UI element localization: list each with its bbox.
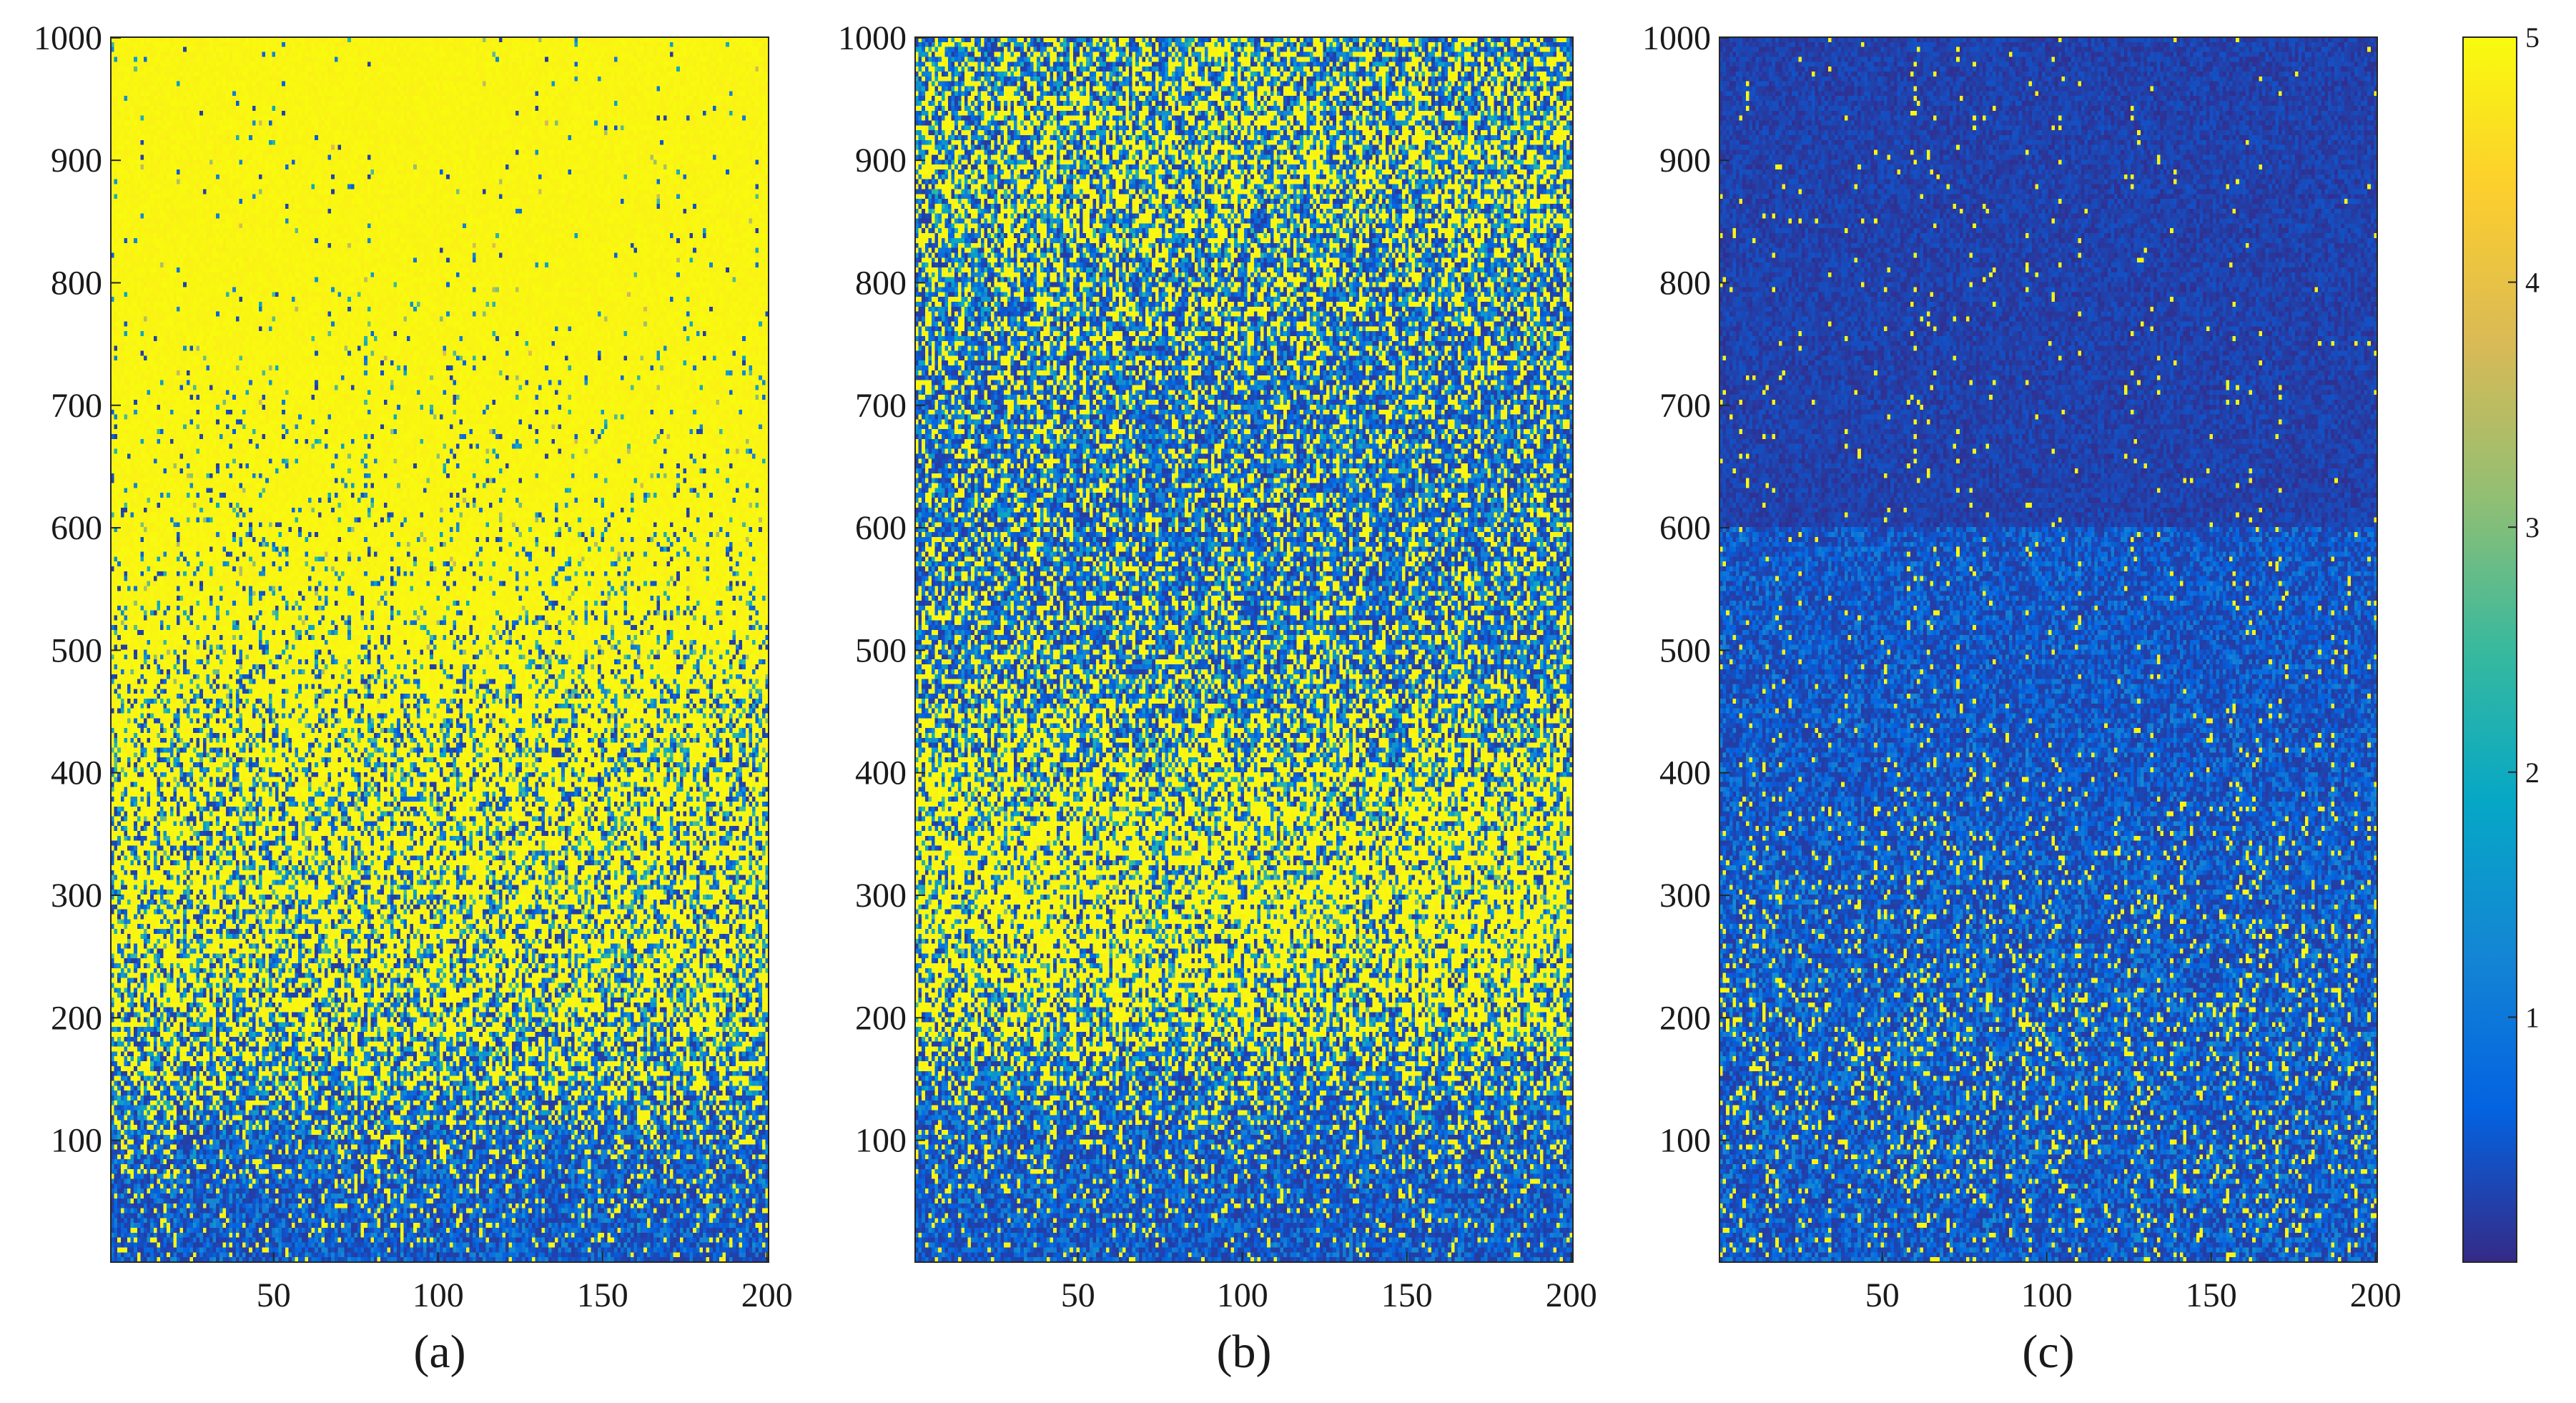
x-tick-label: 150 bbox=[1381, 1276, 1433, 1314]
y-tick-label: 500 bbox=[1659, 631, 1711, 669]
heatmap-image bbox=[1719, 37, 2377, 1262]
y-tick-label: 200 bbox=[1659, 999, 1711, 1037]
colorbar-tick-label: 1 bbox=[2525, 1001, 2540, 1033]
x-tick-label: 50 bbox=[1061, 1276, 1095, 1314]
y-tick-label: 200 bbox=[855, 999, 907, 1037]
y-tick-label: 900 bbox=[51, 142, 102, 179]
y-tick-label: 800 bbox=[1659, 264, 1711, 302]
colorbar-tick-label: 3 bbox=[2525, 511, 2540, 543]
y-tick-label: 300 bbox=[855, 877, 907, 915]
y-tick-label: 400 bbox=[51, 754, 102, 792]
y-tick-label: 100 bbox=[855, 1122, 907, 1160]
y-tick-label: 700 bbox=[1659, 387, 1711, 425]
y-tick-label: 600 bbox=[855, 509, 907, 547]
y-tick-label: 800 bbox=[855, 264, 907, 302]
y-tick-label: 400 bbox=[1659, 754, 1711, 792]
x-tick-label: 100 bbox=[1217, 1276, 1268, 1314]
y-tick-label: 700 bbox=[855, 387, 907, 425]
y-tick-label: 200 bbox=[51, 999, 102, 1037]
y-tick-label: 300 bbox=[1659, 877, 1711, 915]
y-tick-label: 900 bbox=[1659, 142, 1711, 179]
x-tick-label: 50 bbox=[1865, 1276, 1900, 1314]
y-tick-label: 1000 bbox=[34, 19, 102, 57]
x-tick-label: 100 bbox=[413, 1276, 464, 1314]
panel-caption: (b) bbox=[1217, 1326, 1272, 1378]
x-tick-label: 150 bbox=[2186, 1276, 2237, 1314]
colorbar-tick-label: 4 bbox=[2525, 267, 2540, 299]
colorbar-tick-label: 2 bbox=[2525, 757, 2540, 789]
y-tick-label: 500 bbox=[855, 631, 907, 669]
x-tick-label: 200 bbox=[1546, 1276, 1597, 1314]
y-tick-label: 300 bbox=[51, 877, 102, 915]
colorbar-frame bbox=[2462, 36, 2517, 1263]
y-tick-label: 1000 bbox=[838, 19, 907, 57]
y-tick-label: 1000 bbox=[1642, 19, 1711, 57]
colorbar-tick-label: 5 bbox=[2525, 21, 2540, 54]
y-tick-label: 900 bbox=[855, 142, 907, 179]
y-tick-label: 600 bbox=[51, 509, 102, 547]
y-tick-label: 700 bbox=[51, 387, 102, 425]
colorbar: 1 2 3 4 5 bbox=[2462, 21, 2540, 1263]
y-tick-label: 100 bbox=[51, 1122, 102, 1160]
y-tick-label: 100 bbox=[1659, 1122, 1711, 1160]
x-tick-label: 200 bbox=[2350, 1276, 2402, 1314]
y-tick-label: 500 bbox=[51, 631, 102, 669]
heatmap-panel-2: 50 100 150 200 100 200 300 400 500 600 700 800 900 10… bbox=[838, 19, 1597, 1378]
x-tick-label: 50 bbox=[257, 1276, 291, 1314]
colorbar-gradient bbox=[2463, 37, 2517, 1262]
panels: 50 100 150 200 100 200 300 400 500 600 700 800 900 10… bbox=[34, 19, 2402, 1378]
heatmap-image bbox=[111, 37, 769, 1262]
x-tick-label: 200 bbox=[741, 1276, 793, 1314]
heatmap-panel-1: 50 100 150 200 100 200 300 400 500 600 700 800 900 10… bbox=[34, 19, 793, 1378]
y-tick-label: 400 bbox=[855, 754, 907, 792]
x-tick-label: 150 bbox=[577, 1276, 628, 1314]
x-tick-label: 100 bbox=[2021, 1276, 2073, 1314]
heatmap-panel-3: 50 100 150 200 100 200 300 400 500 600 700 800 900 10… bbox=[1642, 19, 2402, 1378]
heatmap-image bbox=[915, 37, 1573, 1262]
panel-caption: (c) bbox=[2022, 1326, 2074, 1378]
y-tick-label: 800 bbox=[51, 264, 102, 302]
panel-caption: (a) bbox=[413, 1326, 465, 1378]
y-tick-label: 600 bbox=[1659, 509, 1711, 547]
